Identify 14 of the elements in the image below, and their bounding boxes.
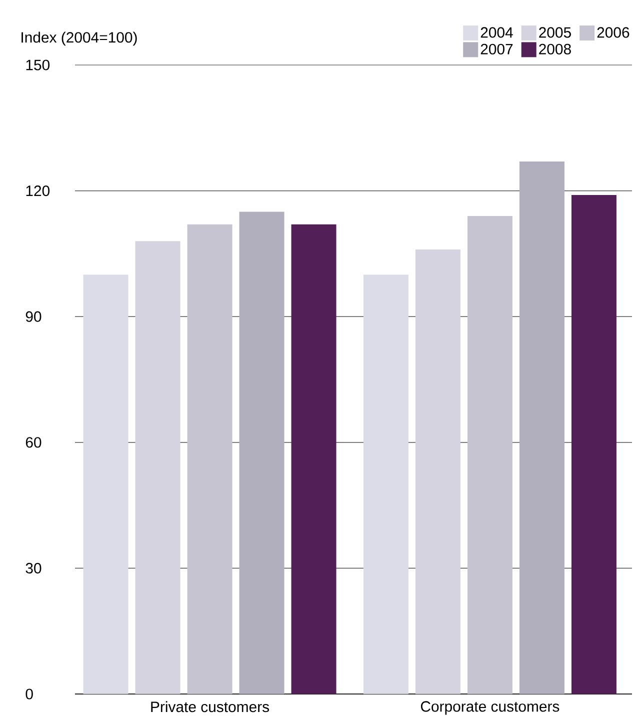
y-tick-label: 90: [26, 311, 42, 322]
x-tick-label: Corporate customers: [420, 701, 560, 715]
legend-label: 2006: [597, 27, 630, 38]
legend-label: 2007: [480, 44, 513, 54]
y-axis-title: Index (2004=100): [22, 32, 137, 46]
y-tick-label: 120: [26, 186, 50, 196]
x-tick-label: Private customers: [151, 701, 269, 712]
y-tick-label: 0: [26, 688, 33, 700]
legend-label: 2008: [539, 44, 571, 54]
y-tick-label: 150: [26, 60, 50, 70]
y-tick-label: 60: [26, 437, 42, 448]
legend-label: 2005: [539, 27, 571, 38]
legend-label: 2004: [480, 27, 513, 38]
y-tick-label: 30: [26, 562, 42, 574]
